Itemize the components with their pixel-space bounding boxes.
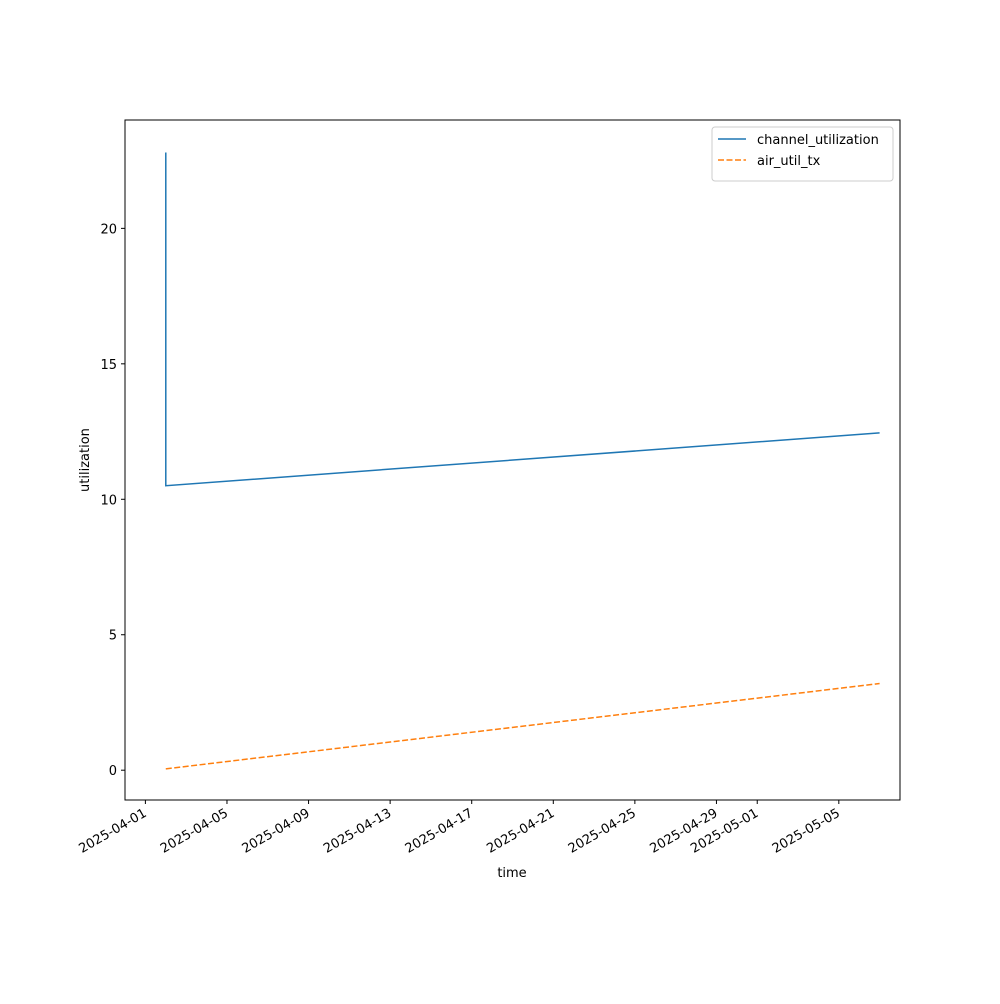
x-tick-label: 2025-04-13 [321, 806, 394, 857]
x-tick-label: 2025-04-17 [403, 806, 476, 857]
x-tick-label: 2025-04-01 [76, 806, 149, 857]
x-axis-label: time [497, 866, 526, 881]
line [165, 682, 880, 770]
line [165, 152, 880, 487]
legend-box [711, 126, 894, 182]
y-tick-label: 10 [100, 493, 117, 508]
y-tick-label: 5 [109, 629, 117, 644]
y-tick-label: 0 [109, 764, 117, 779]
legend-label: air_util_tx [757, 154, 821, 169]
x-tick-label: 2025-04-25 [566, 806, 639, 857]
axes-frame [124, 119, 901, 801]
x-tick-label: 2025-04-21 [484, 806, 557, 857]
legend-label: channel_utilization [757, 133, 879, 148]
x-tick-label: 2025-04-05 [158, 806, 231, 857]
y-tick-label: 20 [100, 222, 117, 237]
y-tick-label: 15 [100, 358, 117, 373]
x-tick-label: 2025-04-09 [240, 806, 313, 857]
x-tick-label: 2025-05-05 [770, 806, 843, 857]
y-axis-label: utilization [78, 428, 93, 492]
